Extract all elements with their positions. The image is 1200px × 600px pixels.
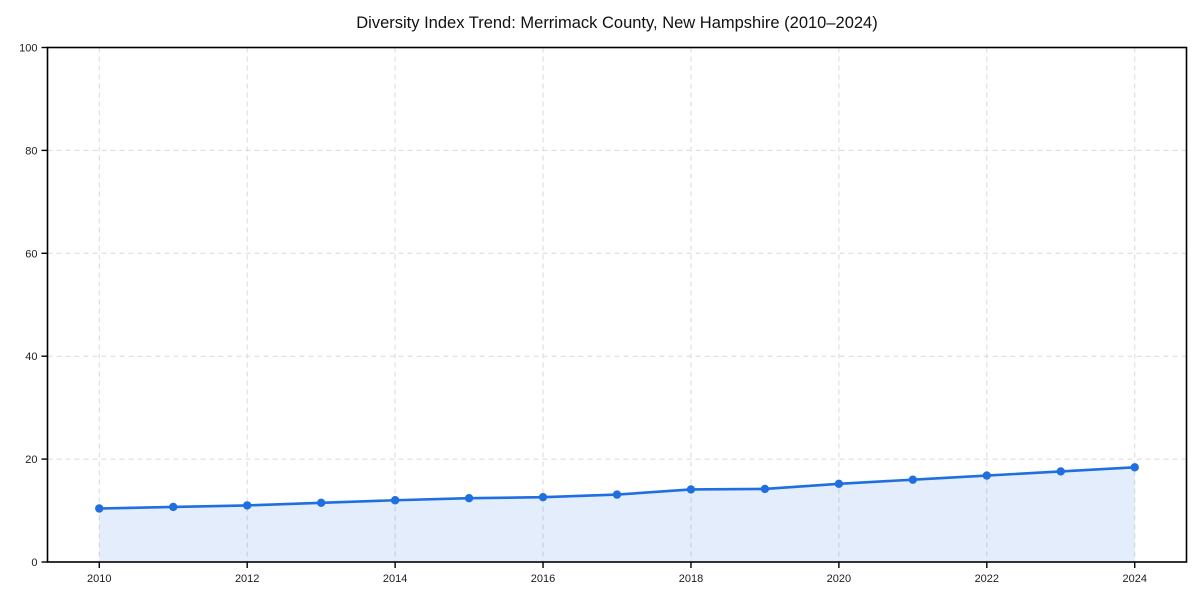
data-point-marker — [760, 484, 770, 494]
y-tick-label: 100 — [19, 43, 37, 55]
data-point-marker — [95, 504, 104, 513]
x-tick-label: 2010 — [87, 573, 111, 585]
y-tick-label: 80 — [25, 145, 37, 157]
data-point-marker — [538, 492, 548, 502]
x-tick-label: 2012 — [235, 573, 259, 585]
data-point-marker — [316, 498, 326, 508]
data-point-marker — [908, 475, 918, 484]
x-tick-label: 2022 — [975, 573, 999, 585]
data-point-marker — [834, 479, 844, 488]
x-tick-label: 2016 — [531, 573, 555, 585]
plot-frame — [46, 46, 1188, 563]
data-point-marker — [982, 471, 992, 480]
area-fill — [99, 467, 1135, 562]
data-point-marker — [464, 494, 474, 503]
data-point-marker — [1130, 463, 1139, 472]
x-tick-label: 2020 — [827, 573, 851, 585]
data-point-marker — [169, 502, 178, 512]
x-tick-label: 2024 — [1122, 573, 1146, 585]
chart-title: Diversity Index Trend: Merrimack County,… — [356, 14, 878, 32]
data-point-marker — [1056, 467, 1065, 476]
y-tick-label: 0 — [31, 557, 37, 569]
y-tick-label: 20 — [25, 454, 37, 466]
x-tick-label: 2014 — [383, 573, 407, 585]
data-point-marker — [390, 496, 400, 505]
y-tick-label: 60 — [25, 248, 37, 260]
x-tick-label: 2018 — [679, 573, 703, 585]
data-point-marker — [612, 490, 622, 499]
data-point-marker — [242, 501, 252, 510]
data-point-marker — [686, 485, 696, 494]
y-tick-label: 40 — [25, 351, 37, 363]
